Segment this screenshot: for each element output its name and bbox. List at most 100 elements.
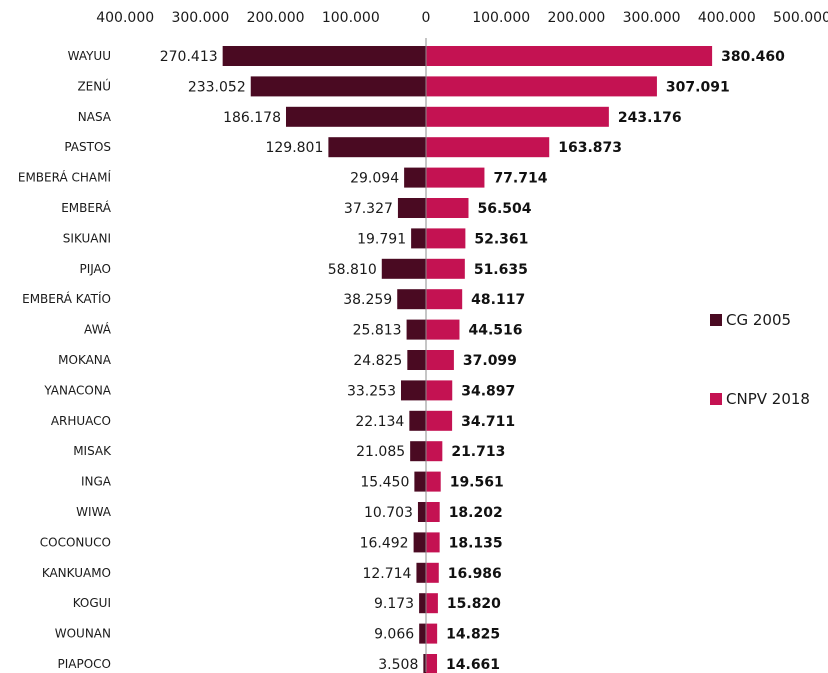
bar-cg2005	[410, 441, 426, 462]
data-label-cg2005: 37.327	[344, 201, 393, 217]
data-label-cg2005: 10.703	[364, 505, 413, 521]
legend-label-cg2005: CG 2005	[726, 311, 792, 329]
category-label: SIKUANI	[63, 231, 111, 245]
data-label-cg2005: 21.085	[356, 444, 405, 460]
bar-cnpv2018	[426, 137, 550, 158]
bar-cg2005	[285, 106, 426, 127]
category-label: PIJAO	[79, 262, 111, 276]
bar-cg2005	[381, 258, 426, 279]
x-tick-label: 100.000	[472, 10, 530, 26]
category-label: ARHUACO	[51, 414, 111, 428]
data-label-cg2005: 24.825	[353, 353, 402, 369]
bar-cg2005	[419, 593, 426, 614]
bar-cg2005	[222, 46, 426, 66]
bar-cnpv2018	[426, 106, 609, 127]
data-label-cnpv2018: 243.176	[618, 110, 682, 126]
category-label: MISAK	[73, 444, 112, 458]
data-label-cg2005: 29.094	[350, 171, 399, 187]
data-label-cnpv2018: 18.135	[449, 535, 503, 551]
data-label-cg2005: 33.253	[347, 383, 396, 399]
data-label-cg2005: 3.508	[378, 657, 418, 673]
bar-cnpv2018	[426, 532, 440, 553]
x-tick-label: 400.000	[698, 10, 756, 26]
data-label-cnpv2018: 77.714	[493, 171, 547, 187]
data-label-cg2005: 233.052	[188, 79, 246, 95]
x-tick-label: 100.000	[322, 10, 380, 26]
data-label-cnpv2018: 15.820	[447, 596, 501, 612]
bar-cg2005	[411, 228, 426, 249]
data-label-cg2005: 16.492	[360, 535, 409, 551]
data-label-cg2005: 9.066	[374, 627, 414, 643]
category-label: MOKANA	[58, 353, 112, 367]
bar-cnpv2018	[426, 350, 454, 370]
data-label-cnpv2018: 380.460	[721, 49, 785, 65]
bar-cnpv2018	[426, 228, 466, 249]
data-label-cnpv2018: 19.561	[450, 475, 504, 491]
data-label-cnpv2018: 44.516	[468, 323, 522, 339]
category-label: AWÁ	[84, 322, 112, 337]
bar-cnpv2018	[426, 167, 485, 188]
bar-cnpv2018	[426, 289, 463, 310]
legend-swatch-cg2005	[710, 314, 722, 326]
bar-cnpv2018	[426, 46, 713, 66]
category-label: NASA	[78, 110, 112, 124]
data-label-cnpv2018: 48.117	[471, 292, 525, 308]
data-label-cg2005: 22.134	[355, 414, 404, 430]
data-label-cnpv2018: 14.825	[446, 627, 500, 643]
x-tick-label: 300.000	[623, 10, 681, 26]
category-label: COCONUCO	[40, 535, 111, 549]
bar-cg2005	[414, 471, 426, 492]
data-label-cg2005: 38.259	[343, 292, 392, 308]
bar-cg2005	[419, 623, 426, 644]
data-label-cnpv2018: 307.091	[666, 79, 730, 95]
data-label-cnpv2018: 52.361	[474, 231, 528, 247]
x-tick-label: 200.000	[247, 10, 305, 26]
bar-cnpv2018	[426, 76, 657, 97]
data-label-cnpv2018: 14.661	[446, 657, 500, 673]
category-label: KANKUAMO	[42, 566, 111, 580]
category-label: WOUNAN	[55, 627, 111, 641]
x-tick-label: 300.000	[171, 10, 229, 26]
data-label-cg2005: 9.173	[374, 596, 414, 612]
bar-cnpv2018	[426, 380, 453, 401]
bar-cg2005	[416, 562, 426, 583]
bar-cg2005	[404, 167, 426, 188]
bar-cg2005	[407, 350, 426, 370]
bar-cnpv2018	[426, 319, 460, 340]
bar-cg2005	[423, 654, 426, 673]
x-tick-label: 400.000	[96, 10, 154, 26]
data-label-cg2005: 270.413	[160, 49, 218, 65]
legend-item-cg2005: CG 2005	[710, 311, 791, 329]
x-tick-label: 500.000	[773, 10, 828, 26]
legend-label-cnpv2018: CNPV 2018	[726, 390, 810, 408]
category-label: EMBERÁ CHAMÍ	[18, 170, 112, 185]
data-label-cnpv2018: 56.504	[477, 201, 531, 217]
data-label-cnpv2018: 34.897	[461, 383, 515, 399]
bar-cnpv2018	[426, 562, 439, 583]
bar-cg2005	[406, 319, 426, 340]
bar-cnpv2018	[426, 198, 469, 218]
bar-cg2005	[413, 532, 426, 553]
category-label: KOGUI	[73, 596, 111, 610]
bar-cnpv2018	[426, 410, 453, 431]
bar-cnpv2018	[426, 593, 438, 614]
legend-item-cnpv2018: CNPV 2018	[710, 390, 810, 408]
data-label-cnpv2018: 163.873	[558, 140, 622, 156]
bar-cnpv2018	[426, 654, 438, 673]
x-tick-label: 0	[422, 10, 431, 26]
data-label-cnpv2018: 21.713	[451, 444, 505, 460]
bar-cg2005	[250, 76, 426, 97]
data-label-cg2005: 12.714	[362, 566, 411, 582]
category-label: WIWA	[76, 505, 112, 519]
data-label-cnpv2018: 51.635	[474, 262, 528, 278]
bar-cg2005	[328, 137, 426, 158]
bar-cg2005	[417, 502, 426, 522]
bar-cg2005	[400, 380, 426, 401]
category-label: WAYUU	[68, 49, 111, 63]
category-label: PIAPOCO	[58, 657, 112, 671]
bar-cnpv2018	[426, 502, 440, 522]
bar-cg2005	[409, 410, 426, 431]
category-label: INGA	[81, 475, 112, 489]
category-label: YANACONA	[43, 383, 111, 397]
category-label: ZENÚ	[77, 78, 111, 93]
